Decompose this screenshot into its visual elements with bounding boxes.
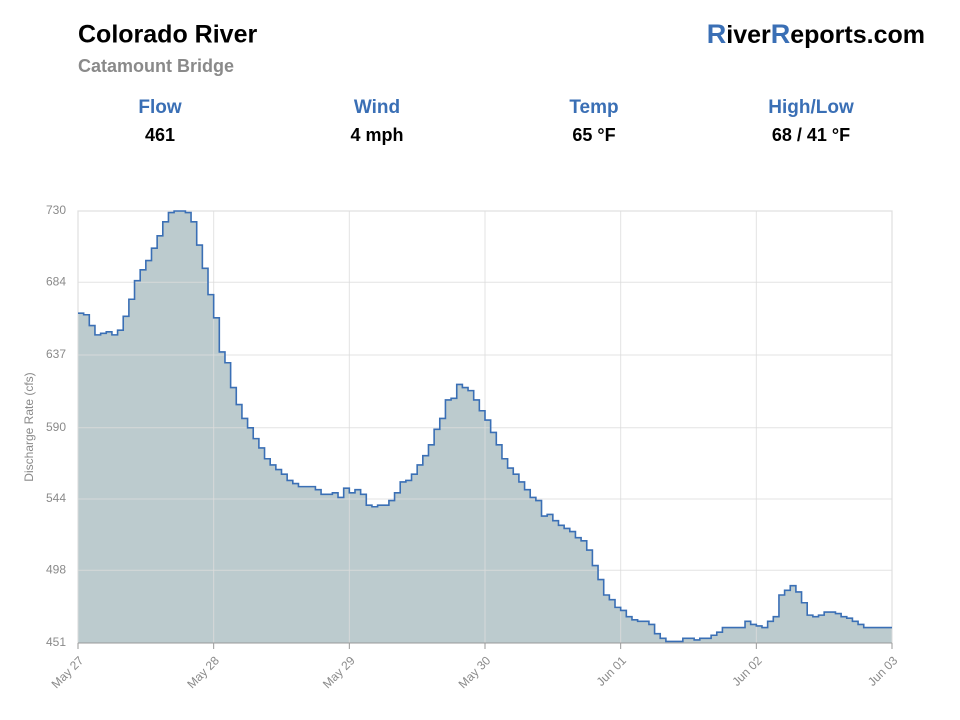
- stat-label: Flow: [138, 97, 181, 118]
- x-tick-label: Jun 03: [865, 653, 901, 689]
- brand-part: R: [707, 19, 727, 49]
- x-tick-label: May 27: [49, 653, 87, 691]
- y-tick-label: 451: [46, 635, 66, 649]
- stat-value: 65 °F: [572, 125, 615, 145]
- brand-part: R: [771, 19, 791, 49]
- y-tick-label: 544: [46, 491, 66, 505]
- x-tick-label: May 28: [184, 653, 222, 691]
- brand-logo[interactable]: RiverReports.com: [707, 19, 925, 49]
- station-subtitle: Catamount Bridge: [78, 56, 234, 76]
- y-tick-label: 590: [46, 420, 66, 434]
- chart: 451 498 544 590 637 684 730 May 27 May 28 May 29 M…: [22, 203, 900, 691]
- brand-part: eports.com: [790, 21, 925, 49]
- y-axis-label: Discharge Rate (cfs): [22, 372, 36, 481]
- x-tick-label: May 29: [320, 653, 358, 691]
- brand-part: iver: [726, 21, 771, 49]
- y-tick-label: 684: [46, 274, 66, 288]
- stat-value: 68 / 41 °F: [772, 125, 850, 145]
- y-tick-label: 637: [46, 347, 66, 361]
- x-tick-label: May 30: [456, 653, 494, 691]
- y-tick-label: 730: [46, 203, 66, 217]
- stat-value: 461: [145, 125, 175, 145]
- y-tick-label: 498: [46, 562, 66, 576]
- stat-label: High/Low: [768, 97, 854, 118]
- stat-label: Temp: [569, 97, 618, 118]
- x-tick-label: Jun 02: [729, 653, 765, 689]
- river-title: Colorado River: [78, 21, 257, 49]
- stat-value: 4 mph: [350, 125, 403, 145]
- stat-label: Wind: [354, 97, 400, 118]
- discharge-line: [78, 210, 892, 643]
- x-tick-label: Jun 01: [594, 653, 630, 689]
